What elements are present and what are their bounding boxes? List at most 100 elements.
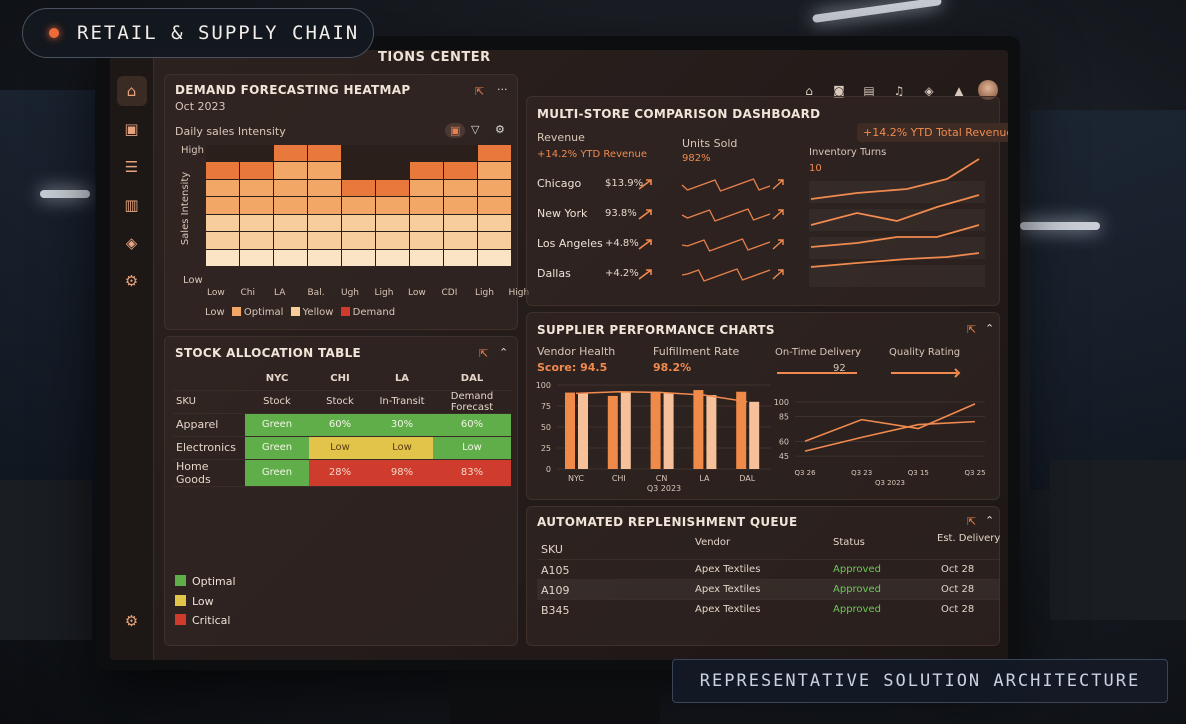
home-icon[interactable]: ⌂ <box>805 84 813 98</box>
heatmap-cell <box>206 249 239 266</box>
chevron-up-icon[interactable]: ⌃ <box>499 346 509 359</box>
x-tick-label: Q3 15 <box>908 469 929 477</box>
chevron-up-icon[interactable]: ⌃ <box>985 514 995 527</box>
heatmap-column-label: Ligh <box>475 288 494 298</box>
header-empty <box>173 367 245 391</box>
table-row[interactable]: B345 Apex Textiles Approved Oct 28 <box>537 599 999 619</box>
sku-cell: B345 <box>541 604 570 617</box>
heatmap-column-label: High <box>508 288 530 298</box>
sku-cell: Apparel <box>173 413 245 437</box>
heatmap-cell <box>410 145 443 162</box>
store-name: Los Angeles <box>537 237 603 250</box>
heatmap-cell <box>342 249 375 266</box>
y-tick-label: 45 <box>779 452 789 461</box>
heatmap-cell <box>274 162 307 179</box>
chevron-up-icon[interactable]: ⌃ <box>985 322 995 335</box>
camera-icon[interactable]: ◙ <box>833 84 845 98</box>
heatmap-cell <box>410 179 443 197</box>
notification-icon[interactable]: ▲ <box>954 84 964 98</box>
header-region: CHI <box>309 367 371 391</box>
heatmap-cell <box>274 214 307 232</box>
settings-icon[interactable]: ⚙ <box>124 272 139 290</box>
inventory-line <box>810 252 980 268</box>
heatmap-cell <box>376 145 409 162</box>
expand-icon[interactable]: ⇱ <box>475 85 485 98</box>
queue-header-row: SKU Vendor Status Est. Delivery <box>537 533 1000 557</box>
supplier-panel: SUPPLIER PERFORMANCE CHARTS ⇱ ⌃ Vendor H… <box>526 312 1000 500</box>
avatar[interactable] <box>978 80 998 100</box>
heatmap-cell <box>478 197 511 214</box>
status-badge: Approved <box>833 564 881 575</box>
x-tick-label: CN <box>656 474 668 483</box>
filter-icon[interactable]: ▽ <box>471 123 480 136</box>
heatmap-cell <box>376 162 409 179</box>
subheader: Demand Forecast <box>433 390 511 414</box>
expand-icon[interactable]: ⇱ <box>967 515 977 528</box>
legend-critical: Critical <box>175 614 230 627</box>
heatmap-cell <box>478 232 511 249</box>
heatmap-cell <box>308 179 341 197</box>
bell-icon[interactable]: ♫ <box>893 84 905 98</box>
delivery-cell: Oct 28 <box>941 604 975 615</box>
heatmap-cell <box>342 232 375 249</box>
heatmap-cell <box>274 145 307 162</box>
expand-icon[interactable]: ⇱ <box>967 323 977 336</box>
architecture-label: REPRESENTATIVE SOLUTION ARCHITECTURE <box>672 659 1168 703</box>
inventory-line <box>810 158 980 200</box>
queue-title: AUTOMATED REPLENISHMENT QUEUE <box>537 515 798 529</box>
store-value: 93.8% <box>605 208 637 219</box>
status-cell: 28% <box>309 459 371 487</box>
table-row[interactable]: A109 Apex Textiles Approved Oct 28 <box>537 579 999 599</box>
heatmap-column-label: Ugh <box>341 288 360 298</box>
y-tick-label: 25 <box>541 444 551 453</box>
heatmap-cell <box>376 232 409 249</box>
inventory-band <box>809 209 985 231</box>
table-row[interactable]: A105 Apex Textiles Approved Oct 28 <box>537 559 999 579</box>
cube-icon[interactable]: ◈ <box>125 234 138 252</box>
heatmap-caption: Daily sales Intensity <box>175 125 286 138</box>
header-sku: SKU <box>541 543 563 556</box>
bar <box>736 391 747 469</box>
database-icon[interactable]: ☰ <box>124 158 139 176</box>
heatmap-cell <box>206 214 239 232</box>
status-cell: Low <box>371 436 433 460</box>
home-icon[interactable]: ⌂ <box>116 76 147 106</box>
heatmap-cell <box>240 214 273 232</box>
heatmap-cell <box>274 232 307 249</box>
x-tick-label: DAL <box>739 474 755 483</box>
ceiling-light <box>812 0 942 24</box>
legend-swatch <box>175 595 186 606</box>
quality-bar <box>891 368 961 378</box>
settings-icon[interactable]: ⚙ <box>124 612 139 630</box>
expand-icon[interactable]: ⇱ <box>479 347 489 360</box>
heatmap-cell <box>342 162 375 179</box>
stock-allocation-panel: STOCK ALLOCATION TABLE ⇱ ⌃ NYC CHI LA DA… <box>164 336 518 646</box>
cube-icon[interactable]: ◈ <box>924 84 934 98</box>
table-row[interactable]: Home Goods Green 28% 98% 83% <box>173 459 511 487</box>
bar <box>706 395 717 469</box>
vendor-cell: Apex Textiles <box>695 584 761 595</box>
gear-icon[interactable]: ⚙ <box>495 123 505 136</box>
table-row[interactable]: Electronics Green Low Low Low <box>173 436 511 460</box>
heatmap-panel: DEMAND FORECASTING HEATMAP Oct 2023 ⇱ ··… <box>164 74 529 330</box>
inventory-label: Inventory Turns <box>809 147 887 158</box>
heatmap-column-label: Chi <box>240 288 256 298</box>
heatmap-cell <box>206 197 239 214</box>
bar <box>620 391 631 469</box>
status-cell: Green <box>245 459 309 487</box>
multistore-sparklines <box>638 158 985 287</box>
calendar-icon[interactable]: ▣ <box>124 120 139 138</box>
more-icon[interactable]: ··· <box>497 83 508 96</box>
heatmap-cell <box>410 232 443 249</box>
bar-chart-icon[interactable]: ▥ <box>124 196 139 214</box>
header-vendor: Vendor <box>695 537 731 548</box>
status-badge: Approved <box>833 604 881 615</box>
sku-label: SKU <box>173 390 245 414</box>
replenishment-panel: AUTOMATED REPLENISHMENT QUEUE ⇱ ⌃ SKU Ve… <box>526 506 1000 646</box>
table-row[interactable]: Apparel Green 60% 30% 60% <box>173 413 511 437</box>
heatmap-cell <box>410 197 443 214</box>
legend-swatch-demand <box>340 307 350 316</box>
calendar-filter-icon[interactable]: ▣ <box>445 123 466 138</box>
document-icon[interactable]: ▤ <box>863 84 875 98</box>
trend-up-icon <box>772 239 784 250</box>
